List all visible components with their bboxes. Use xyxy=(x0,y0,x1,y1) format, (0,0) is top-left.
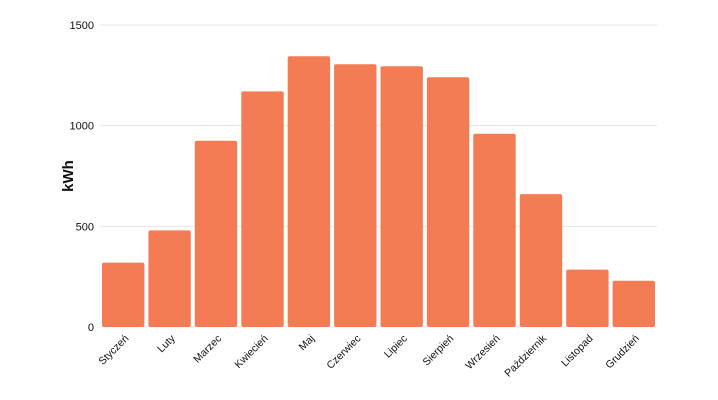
y-tick-label: 500 xyxy=(76,221,94,233)
bar xyxy=(426,77,470,327)
bar xyxy=(334,64,377,328)
bars xyxy=(102,56,655,328)
bar xyxy=(380,66,423,328)
bar xyxy=(473,133,516,327)
y-axis-title: kWh xyxy=(60,160,77,192)
bar xyxy=(566,269,609,327)
bar xyxy=(612,280,655,327)
x-tick-label: Marzec xyxy=(191,333,224,366)
x-tick-label: Maj xyxy=(297,333,317,353)
bar xyxy=(102,262,145,327)
x-tick-label: Listopad xyxy=(559,333,596,370)
x-tick-label: Lipiec xyxy=(382,333,410,361)
x-tick-label: Czerwiec xyxy=(324,333,363,372)
x-tick-label: Styczeń xyxy=(96,333,131,368)
y-axis-ticks: 0 500 1000 1500 xyxy=(70,20,94,334)
bar xyxy=(287,56,331,327)
x-axis-labels: Styczeń Luty Marzec Kwiecień Maj Czerwiec Lipi… xyxy=(96,332,642,379)
x-tick-label: Październik xyxy=(502,332,549,379)
x-tick-label: Sierpień xyxy=(420,333,456,369)
x-tick-label: Wrzesień xyxy=(463,333,502,372)
bar xyxy=(241,91,284,328)
bar xyxy=(148,230,191,327)
x-tick-label: Grudzień xyxy=(603,333,642,372)
y-tick-label: 0 xyxy=(88,322,94,334)
bar xyxy=(519,194,563,327)
x-tick-label: Luty xyxy=(155,332,178,355)
gridlines xyxy=(100,24,657,227)
y-tick-label: 1000 xyxy=(70,121,94,133)
y-tick-label: 1500 xyxy=(70,20,94,32)
bar xyxy=(194,140,238,327)
x-tick-label: Kwiecień xyxy=(232,333,270,371)
